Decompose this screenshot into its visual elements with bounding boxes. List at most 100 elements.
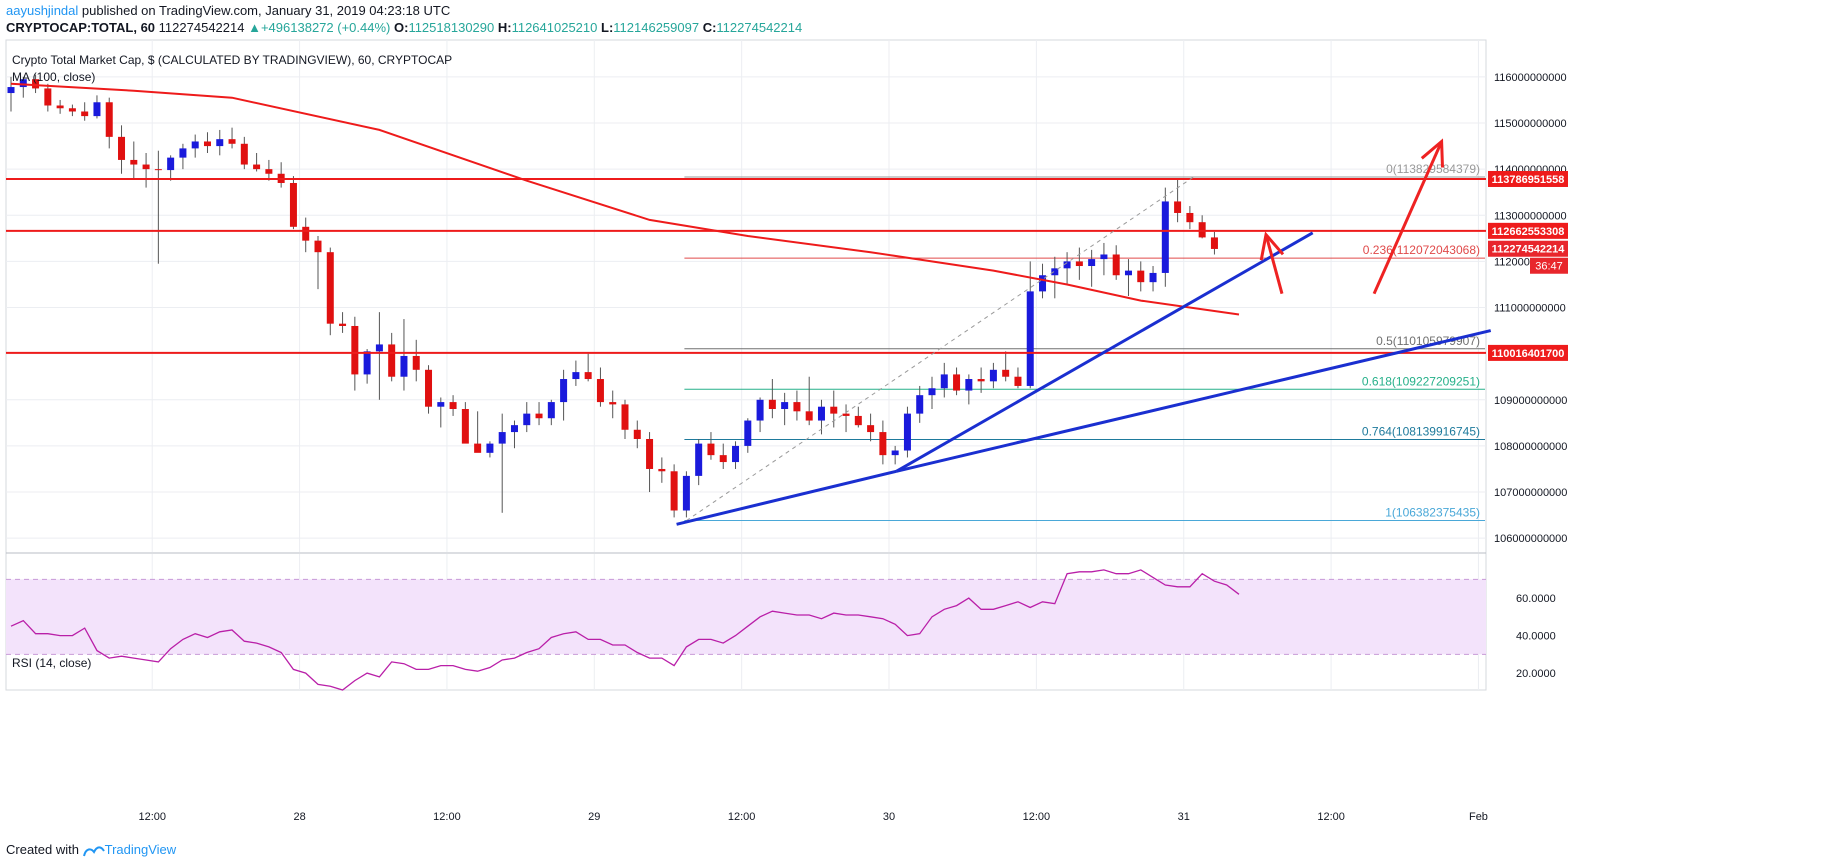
change-value: +496138272 (+0.44%) (260, 20, 391, 35)
rsi-tick-label: 40.0000 (1516, 631, 1556, 643)
chart-frame (5, 39, 1487, 691)
candle-body (1100, 254, 1108, 260)
rsi-pane (6, 569, 1486, 691)
candle-body (609, 402, 617, 405)
candle-body (7, 87, 15, 94)
last-price-badge: 112274542214 (1492, 244, 1566, 256)
candle-body (375, 344, 383, 352)
author-link[interactable]: aayushjindal (6, 3, 79, 18)
candle-body (474, 443, 482, 453)
up-triangle-icon: ▲ (248, 20, 261, 35)
rsi-tick-label: 20.0000 (1516, 668, 1556, 680)
time-tick-label: Feb (1469, 811, 1488, 823)
low-value: 112146259097 (613, 20, 700, 35)
fib-label-0.236: 0.236(112072043068) (1363, 243, 1480, 257)
fib-diagonal-guide (686, 176, 1194, 522)
arrow-head (1420, 138, 1444, 168)
close-label: C: (702, 20, 717, 35)
price-tick-label: 109000000000 (1494, 395, 1567, 407)
fib-label-1: 1(106382375435) (1385, 506, 1480, 520)
candle-body (707, 443, 715, 456)
candle-body (854, 415, 862, 426)
fib-label-0.764: 0.764(108139916745) (1362, 424, 1480, 438)
candle-body (265, 169, 273, 174)
candle-body (19, 79, 27, 88)
time-tick-label: 31 (1178, 811, 1190, 823)
candle-body (314, 240, 322, 253)
candle-body (1014, 376, 1022, 386)
hline-price-badge-bg (1488, 170, 1568, 187)
time-tick-label: 12:00 (433, 811, 461, 823)
candle-body (412, 355, 420, 370)
candle-body (1039, 275, 1047, 292)
hline-price-badge-bg (1488, 344, 1568, 361)
tradingview-link[interactable]: TradingView (104, 842, 177, 857)
chart-title: Crypto Total Market Cap, $ (CALCULATED B… (12, 53, 452, 67)
trend-line (896, 329, 1492, 473)
high-label: H: (497, 20, 512, 35)
symbol-label: CRYPTOCAP:TOTAL, 60 (6, 20, 156, 35)
arrow-head (1259, 231, 1285, 261)
candle-body (523, 413, 531, 426)
candle-body (793, 402, 801, 412)
candle-body (633, 429, 641, 439)
close-value: 112274542214 (716, 20, 803, 35)
last-value: 112274542214 (158, 20, 245, 35)
hline-price-badge: 110016401700 (1492, 348, 1565, 360)
candle-body (363, 351, 371, 375)
ohlc-header: CRYPTOCAP:TOTAL, 60 112274542214 ▲+49613… (6, 20, 802, 35)
candle-body (203, 141, 211, 147)
candle-body (105, 102, 113, 137)
low-label: L: (601, 20, 614, 35)
candle-body (130, 159, 138, 165)
candle-body (486, 443, 494, 453)
rsi-tick-label: 60.0000 (1516, 593, 1556, 605)
candle-body (449, 402, 457, 410)
candle-body (68, 108, 76, 112)
candle-body (44, 88, 52, 106)
price-tick-label: 116000000000 (1494, 72, 1567, 84)
price-tick-label: 106000000000 (1494, 533, 1567, 545)
hline-price-badge-bg (1488, 222, 1568, 239)
candle-body (768, 399, 776, 410)
ma-100-line (10, 82, 1240, 316)
trend-line (895, 231, 1314, 473)
candle-body (547, 402, 555, 419)
hline-price-badge: 112662553308 (1492, 226, 1565, 238)
candle-body (535, 413, 543, 419)
candle-body (56, 105, 64, 109)
candle-body (400, 355, 408, 377)
footer: Created with TradingView (6, 842, 176, 857)
candle-body (817, 406, 825, 421)
rsi-line (10, 569, 1240, 691)
candle-body (1149, 272, 1157, 283)
candle-body (216, 139, 224, 147)
candle-body (756, 399, 764, 421)
candle-body (228, 139, 236, 144)
candle-body (425, 369, 433, 407)
candle-body (965, 379, 973, 391)
candle-body (1002, 369, 1010, 377)
candle-body (695, 443, 703, 476)
candle-body (253, 164, 261, 170)
price-tick-label: 113000000000 (1494, 210, 1567, 222)
candle-body (93, 102, 101, 117)
candle-body (830, 406, 838, 414)
tradingview-logo-icon (82, 846, 105, 857)
candle-body (179, 148, 187, 158)
candle-body (781, 402, 789, 410)
ma-legend: MA (100, close) (12, 70, 95, 84)
time-tick-label: 28 (293, 811, 305, 823)
candle-body (658, 468, 666, 472)
price-tick-label: 111000000000 (1494, 303, 1566, 315)
candle-body (81, 111, 89, 117)
time-tick-label: 12:00 (728, 811, 756, 823)
candle-body (191, 141, 199, 149)
candle-body (1088, 259, 1096, 267)
countdown-badge: 36:47 (1535, 261, 1563, 273)
candle-body (1210, 237, 1218, 249)
candle-body (1112, 254, 1120, 276)
candle-body (388, 344, 396, 377)
candle-body (977, 379, 985, 382)
